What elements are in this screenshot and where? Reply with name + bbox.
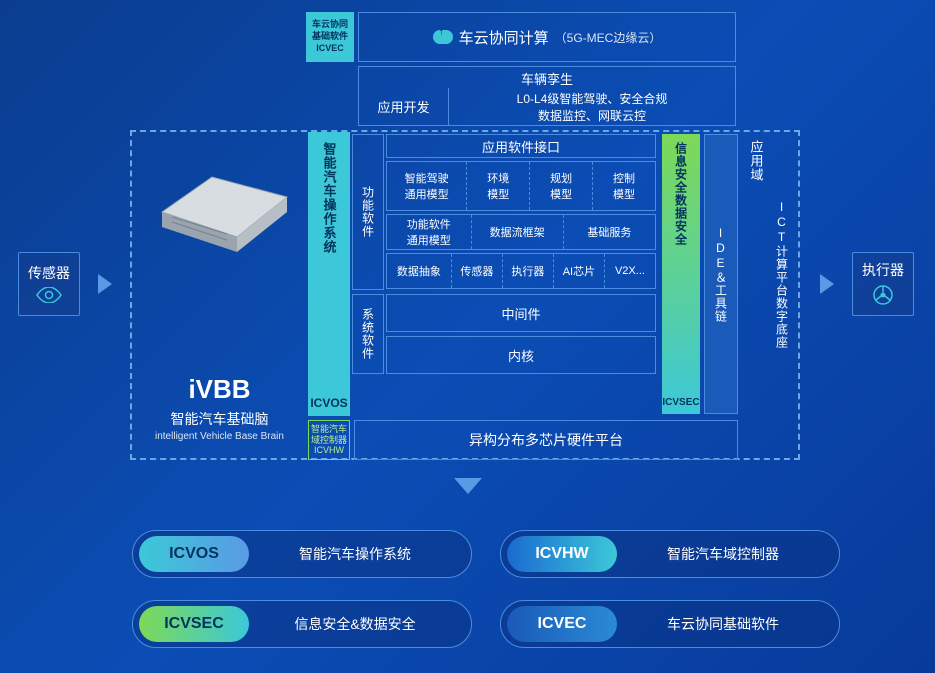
row2-b: 基础服务: [564, 215, 655, 249]
app-dev-content: L0-L4级智能驾驶、安全合规 数据监控、网联云控: [449, 88, 735, 125]
twin-row: 车辆孪生 应用开发 L0-L4级智能驾驶、安全合规 数据监控、网联云控: [358, 66, 736, 126]
ivbb-sub2: intelligent Vehicle Base Brain: [155, 431, 284, 442]
app-line1: L0-L4级智能驾驶、安全合规: [517, 90, 668, 107]
pill-icvhw: ICVHW智能汽车域控制器: [500, 530, 840, 578]
middleware-box: 中间件: [386, 294, 656, 332]
ide-column: IDE＆工具链: [704, 134, 738, 414]
app-line2: 数据监控、网联云控: [538, 107, 646, 124]
row1-cell-2: 规划 模型: [530, 162, 593, 210]
software-stack: 功能软件 应用软件接口 智能驾驶 通用模型环境 模型规划 模型控制 模型 功能软…: [352, 134, 658, 376]
arrow-right-1: [98, 274, 112, 294]
icvhw-code: ICVHW: [314, 445, 344, 456]
row3b-cell-1: 执行器: [503, 254, 554, 288]
icvec-tag-l1: 车云协同: [312, 19, 348, 31]
ivbb-block: iVBB 智能汽车基础脑 intelligent Vehicle Base Br…: [132, 132, 307, 462]
icvsec-column: 信息安全数据安全 ICVSEC: [662, 134, 700, 414]
pill-icvos: ICVOS智能汽车操作系统: [132, 530, 472, 578]
icvos-code: ICVOS: [310, 396, 347, 410]
ivbb-sub1: 智能汽车基础脑: [171, 409, 269, 429]
ict-column: ICT计算平台数字底座: [770, 134, 794, 414]
row2-first: 功能软件 通用模型: [387, 215, 472, 249]
actuator-label: 执行器: [862, 260, 904, 280]
icvec-tag-code: ICVEC: [316, 43, 344, 55]
pill-tag-icvec: ICVEC: [507, 606, 617, 642]
row3b-cell-3: V2X...: [605, 254, 655, 288]
model-row-2: 功能软件 通用模型 数据流框架基础服务: [386, 214, 656, 250]
hw-platform-box: 异构分布多芯片硬件平台: [354, 420, 738, 460]
icvec-tag-l2: 基础软件: [312, 31, 348, 43]
main-architecture-frame: iVBB 智能汽车基础脑 intelligent Vehicle Base Br…: [130, 130, 800, 460]
pill-tag-icvos: ICVOS: [139, 536, 249, 572]
ivbb-title: iVBB: [188, 374, 250, 405]
model-row-3: 数据抽象传感器执行器AI芯片V2X...: [386, 253, 656, 289]
arrow-down: [454, 478, 482, 494]
hardware-image: [142, 152, 297, 267]
pill-text-icvos: 智能汽车操作系统: [249, 544, 471, 564]
kernel-box: 内核: [386, 336, 656, 374]
model-row-1: 智能驾驶 通用模型环境 模型规划 模型控制 模型: [386, 161, 656, 211]
icvos-column: 智能汽车操作系统 ICVOS: [308, 132, 350, 416]
icvec-title: 车云协同计算: [459, 27, 549, 48]
app-domain-label: 应用域: [747, 140, 766, 182]
row3b-cell-0: 传感器: [452, 254, 503, 288]
cloud-icon: [433, 30, 453, 44]
pill-tag-icvhw: ICVHW: [507, 536, 617, 572]
icvsec-label: 信息安全数据安全: [673, 142, 690, 246]
icvhw-tag: 智能汽车 域控制器 ICVHW: [308, 420, 350, 460]
icvhw-l2: 域控制器: [311, 435, 347, 446]
sensor-box: 传感器: [18, 252, 80, 316]
steering-icon: [872, 284, 894, 309]
row1-cell-1: 环境 模型: [467, 162, 530, 210]
row2-a: 数据流框架: [472, 215, 564, 249]
api-box: 应用软件接口: [386, 134, 656, 158]
icvsec-code: ICVSEC: [662, 397, 699, 408]
icvos-label: 智能汽车操作系统: [320, 142, 339, 254]
pill-text-icvhw: 智能汽车域控制器: [617, 544, 839, 564]
app-dev-label: 应用开发: [359, 88, 449, 125]
eye-icon: [36, 287, 62, 306]
ict-label: ICT计算平台数字底座: [774, 200, 791, 349]
icvhw-l1: 智能汽车: [311, 424, 347, 435]
icvec-sub: （5G-MEC边缘云）: [555, 29, 662, 46]
icvec-tag: 车云协同 基础软件 ICVEC: [306, 12, 354, 62]
pill-icvec: ICVEC车云协同基础软件: [500, 600, 840, 648]
row3-first: 数据抽象: [387, 254, 452, 288]
pill-icvsec: ICVSEC信息安全&数据安全: [132, 600, 472, 648]
ide-label: IDE＆工具链: [713, 226, 730, 323]
row1-cell-3: 控制 模型: [593, 162, 655, 210]
pill-text-icvsec: 信息安全&数据安全: [249, 614, 471, 634]
arrow-right-2: [820, 274, 834, 294]
row3b-cell-2: AI芯片: [554, 254, 605, 288]
pill-tag-icvsec: ICVSEC: [139, 606, 249, 642]
row1-cell-0: 智能驾驶 通用模型: [387, 162, 467, 210]
pill-text-icvec: 车云协同基础软件: [617, 614, 839, 634]
icvec-box: 车云协同计算 （5G-MEC边缘云）: [358, 12, 736, 62]
twin-title: 车辆孪生: [359, 67, 735, 88]
app-domain-column: 应用域: [744, 134, 768, 414]
sensor-label: 传感器: [28, 263, 70, 283]
func-software-col: 功能软件: [352, 134, 384, 290]
actuator-box: 执行器: [852, 252, 914, 316]
sys-software-col: 系统软件: [352, 294, 384, 374]
